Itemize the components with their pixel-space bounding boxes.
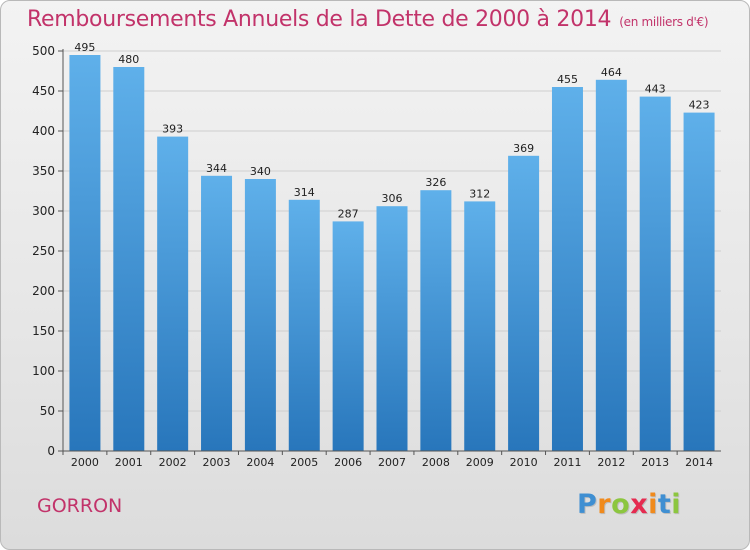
y-tick-label: 500 (32, 44, 55, 58)
x-tick-label-2006: 2006 (334, 456, 362, 469)
x-tick-label-2008: 2008 (422, 456, 450, 469)
value-label-2010: 369 (513, 142, 534, 155)
x-tick-label-2012: 2012 (597, 456, 625, 469)
bar-2000 (69, 55, 101, 451)
bars (69, 55, 715, 452)
bar-2014 (683, 112, 715, 451)
bar-2003 (201, 175, 233, 452)
value-label-2009: 312 (469, 187, 490, 200)
logo-letter: P (577, 489, 598, 520)
x-tick-label-2002: 2002 (159, 456, 187, 469)
value-label-2001: 480 (118, 53, 139, 66)
logo-letter: i (671, 489, 682, 520)
y-tick-label: 450 (32, 84, 55, 98)
logo-letter: x (630, 489, 649, 520)
value-label-2004: 340 (250, 165, 271, 178)
bar-2012 (595, 79, 627, 452)
value-label-2007: 306 (382, 192, 403, 205)
x-tick-label-2001: 2001 (115, 456, 143, 469)
y-tick-label: 350 (32, 164, 55, 178)
proxiti-logo: Proxiti (577, 489, 681, 520)
chart-title: Remboursements Annuels de la Dette de 20… (27, 7, 709, 32)
labels: 0 50 100 150 200 250 300 350 400 450 500 495 2000 480… (32, 41, 713, 469)
y-tick-label: 400 (32, 124, 55, 138)
y-tick-label: 200 (32, 284, 55, 298)
x-tick-label-2011: 2011 (553, 456, 581, 469)
value-label-2003: 344 (206, 162, 227, 175)
logo-letter: o (611, 489, 631, 520)
x-tick-label-2000: 2000 (71, 456, 99, 469)
value-label-2000: 495 (74, 41, 95, 54)
bar-2006 (332, 221, 364, 451)
y-tick-label: 0 (47, 444, 55, 458)
x-tick-label-2013: 2013 (641, 456, 669, 469)
bar-2001 (113, 67, 145, 451)
bar-2011 (551, 87, 583, 451)
bar-2013 (639, 96, 671, 451)
bar-2007 (376, 206, 408, 451)
x-tick-label-2007: 2007 (378, 456, 406, 469)
x-tick-label-2010: 2010 (510, 456, 538, 469)
y-tick-label: 300 (32, 204, 55, 218)
x-tick-label-2009: 2009 (466, 456, 494, 469)
y-tick-label: 50 (40, 404, 55, 418)
x-tick-label-2005: 2005 (290, 456, 318, 469)
chart-title-text: Remboursements Annuels de la Dette de 20… (27, 7, 612, 32)
bar-2005 (288, 199, 320, 451)
y-tick-label: 100 (32, 364, 55, 378)
value-label-2011: 455 (557, 73, 578, 86)
value-label-2012: 464 (601, 66, 622, 79)
x-tick-label-2014: 2014 (685, 456, 713, 469)
bar-2010 (508, 155, 540, 452)
logo-letter: t (657, 489, 672, 520)
bar-2008 (420, 190, 452, 451)
x-tick-label-2003: 2003 (203, 456, 231, 469)
value-label-2002: 393 (162, 123, 183, 136)
logo-letter: r (597, 489, 612, 520)
value-label-2006: 287 (338, 207, 359, 220)
value-label-2014: 423 (689, 99, 710, 112)
chart-unit: (en milliers d'€) (619, 15, 709, 29)
value-label-2008: 326 (425, 176, 446, 189)
y-tick-label: 250 (32, 244, 55, 258)
value-label-2013: 443 (645, 83, 666, 96)
value-label-2005: 314 (294, 186, 315, 199)
bar-2004 (244, 179, 276, 451)
bar-2009 (464, 201, 496, 451)
x-tick-label-2004: 2004 (246, 456, 274, 469)
y-tick-label: 150 (32, 324, 55, 338)
bar-2002 (157, 136, 189, 451)
commune-name: GORRON (37, 495, 123, 517)
logo-letter: i (648, 489, 658, 520)
axes (58, 49, 721, 455)
